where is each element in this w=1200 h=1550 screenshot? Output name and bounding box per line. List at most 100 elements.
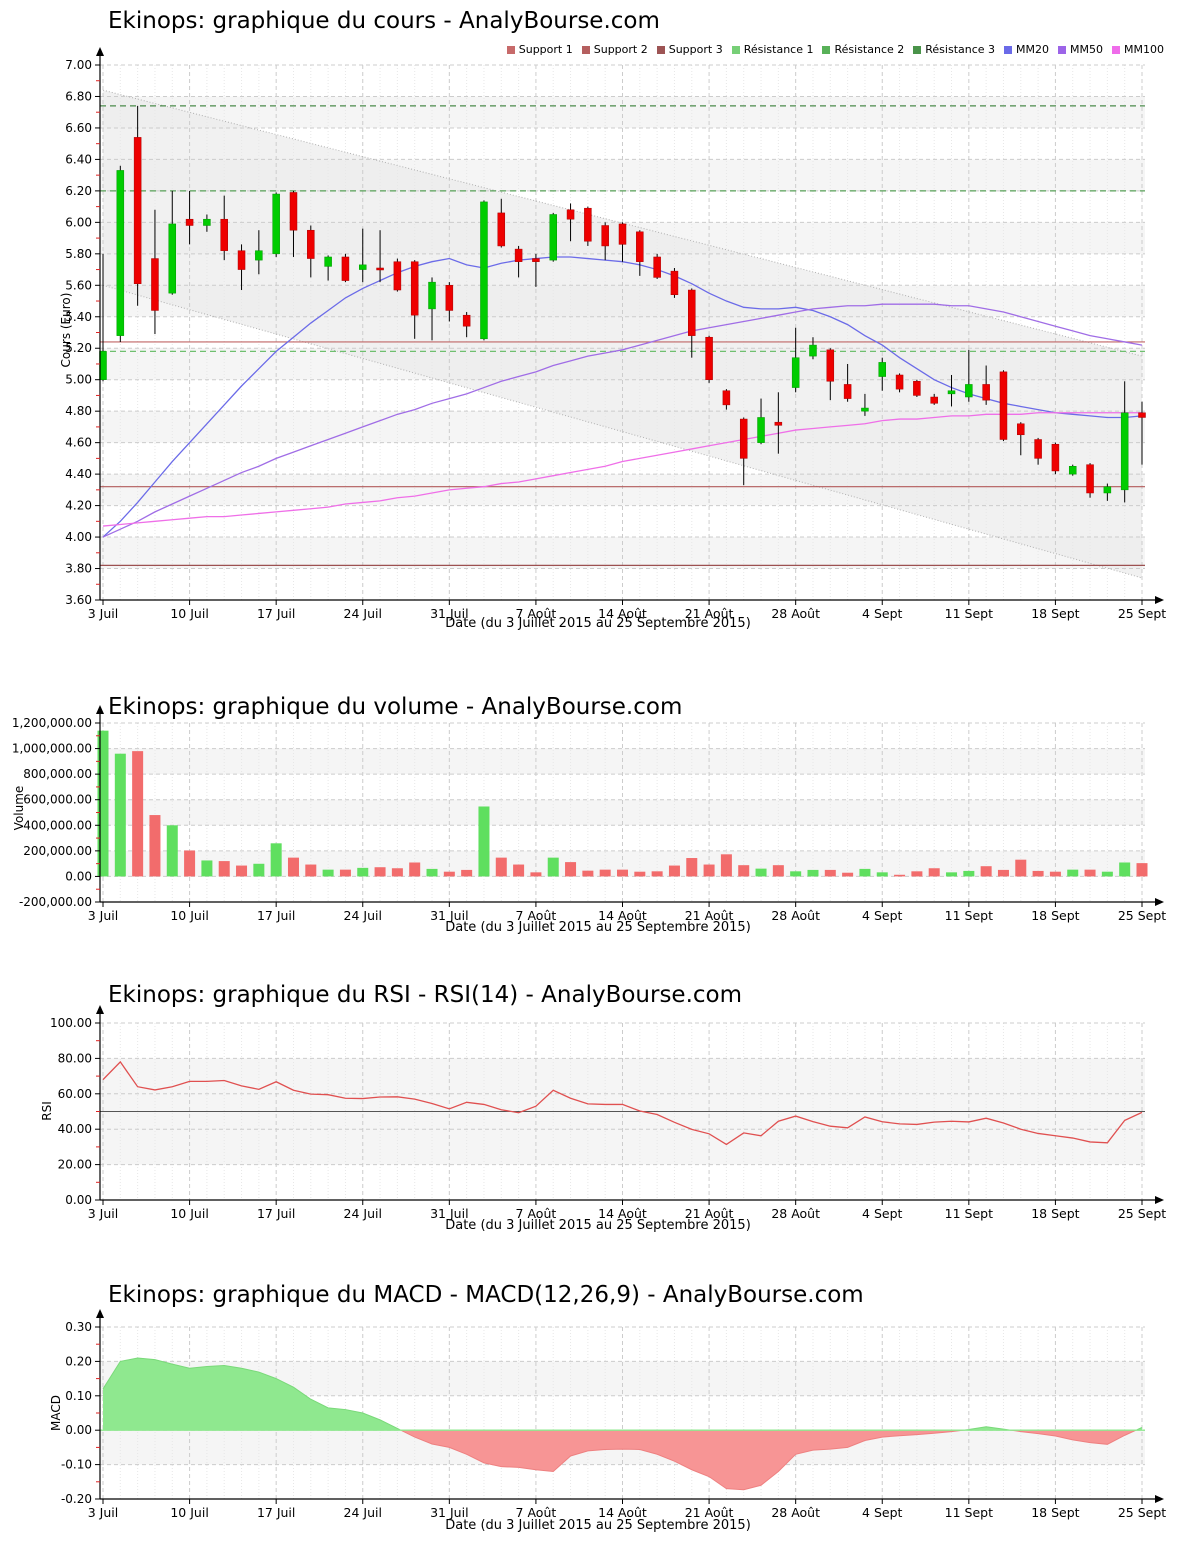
svg-text:28 Août: 28 Août [771, 1206, 820, 1221]
legend-item: Support 2 [581, 43, 648, 56]
svg-text:25 Sept: 25 Sept [1118, 1505, 1166, 1520]
macd-chart-section: -0.20 -0.10 0.00 0.10 0.20 0.30 3 Juil 10 Juil 1… [0, 1250, 1200, 1550]
svg-text:5.40: 5.40 [65, 310, 92, 324]
rsi-y-axis-label: RSI [40, 1101, 54, 1121]
svg-text:3 Juil: 3 Juil [88, 1206, 118, 1221]
macd-chart-title: Ekinops: graphique du MACD - MACD(12,26,… [108, 1282, 864, 1308]
svg-text:21 Août: 21 Août [685, 908, 734, 923]
legend-item: MM20 [1004, 43, 1049, 56]
svg-text:800,000.00: 800,000.00 [23, 767, 92, 781]
legend-label: Support 3 [668, 43, 723, 56]
svg-text:-0.10: -0.10 [61, 1458, 92, 1472]
legend-swatch-icon [731, 45, 740, 54]
svg-text:10 Juil: 10 Juil [170, 606, 208, 621]
macd-chart-canvas: -0.20 -0.10 0.00 0.10 0.20 0.30 3 Juil 10 Juil 1… [61, 1309, 1166, 1520]
legend-label: MM100 [1124, 43, 1164, 56]
svg-text:17 Juil: 17 Juil [257, 1206, 295, 1221]
price-chart-section: 3.60 3.80 4.00 4.20 4.40 4.60 4.80 5.00 5.20 5.40… [0, 0, 1200, 660]
volume-chart-section: -200,000.00 0.00 200,000.00 400,000.00 600,0… [0, 660, 1200, 950]
svg-text:80.00: 80.00 [58, 1051, 92, 1065]
svg-text:21 Août: 21 Août [685, 1206, 734, 1221]
rsi-x-axis-caption: Date (du 3 Juillet 2015 au 25 Septembre … [445, 1218, 751, 1233]
svg-text:31 Juil: 31 Juil [430, 1505, 468, 1520]
legend-label: MM50 [1070, 43, 1104, 56]
price-y-axis-label: Cours (Euro) [59, 292, 73, 368]
svg-text:14 Août: 14 Août [598, 908, 647, 923]
legend-item: Résistance 1 [731, 43, 813, 56]
svg-text:0.20: 0.20 [65, 1354, 92, 1368]
macd-x-axis-caption: Date (du 3 Juillet 2015 au 25 Septembre … [445, 1518, 751, 1533]
svg-text:14 Août: 14 Août [598, 1505, 647, 1520]
svg-text:31 Juil: 31 Juil [430, 606, 468, 621]
svg-text:-200,000.00: -200,000.00 [19, 895, 92, 909]
svg-text:28 Août: 28 Août [771, 1505, 820, 1520]
svg-text:5.60: 5.60 [65, 278, 92, 292]
svg-text:1,200,000.00: 1,200,000.00 [12, 716, 92, 730]
svg-text:28 Août: 28 Août [771, 908, 820, 923]
svg-text:31 Juil: 31 Juil [430, 1206, 468, 1221]
legend-item: Support 1 [506, 43, 573, 56]
svg-text:4 Sept: 4 Sept [862, 1206, 902, 1221]
svg-text:7 Août: 7 Août [516, 1206, 557, 1221]
legend-item: Résistance 2 [822, 43, 904, 56]
svg-text:200,000.00: 200,000.00 [23, 844, 92, 858]
legend-item: Support 3 [656, 43, 723, 56]
macd-y-axis-label: MACD [49, 1395, 63, 1431]
legend-label: Support 2 [593, 43, 648, 56]
svg-text:7.00: 7.00 [65, 58, 92, 72]
volume-y-axis-label: Volume [12, 785, 26, 831]
svg-text:0.10: 0.10 [65, 1389, 92, 1403]
svg-text:7 Août: 7 Août [516, 1505, 557, 1520]
svg-text:25 Sept: 25 Sept [1118, 1206, 1166, 1221]
legend-label: Résistance 3 [925, 43, 996, 56]
legend-swatch-icon [822, 45, 831, 54]
legend-label: Support 1 [518, 43, 573, 56]
legend-swatch-icon [1058, 45, 1067, 54]
rsi-chart-canvas: 0.00 20.00 40.00 60.00 80.00 100.00 3 Juil 10 J… [50, 1005, 1166, 1221]
legend-swatch-icon [506, 45, 515, 54]
price-chart-legend: Support 1 Support 2 Support 3 Résistance 1 R… [506, 43, 1164, 56]
rsi-chart-section: 0.00 20.00 40.00 60.00 80.00 100.00 3 Juil 10 J… [0, 950, 1200, 1250]
rsi-chart-title: Ekinops: graphique du RSI - RSI(14) - An… [108, 982, 743, 1008]
svg-text:10 Juil: 10 Juil [170, 1206, 208, 1221]
svg-text:10 Juil: 10 Juil [170, 1505, 208, 1520]
svg-text:25 Sept: 25 Sept [1118, 606, 1166, 621]
legend-swatch-icon [1004, 45, 1013, 54]
svg-text:14 Août: 14 Août [598, 606, 647, 621]
svg-text:3.80: 3.80 [65, 562, 92, 576]
svg-text:4 Sept: 4 Sept [862, 606, 902, 621]
legend-swatch-icon [1112, 45, 1121, 54]
price-chart-title: Ekinops: graphique du cours - AnalyBours… [108, 8, 660, 34]
svg-text:1,000,000.00: 1,000,000.00 [12, 742, 92, 756]
volume-chart-canvas: -200,000.00 0.00 200,000.00 400,000.00 600,0… [12, 705, 1166, 923]
svg-text:10 Juil: 10 Juil [170, 908, 208, 923]
svg-text:0.00: 0.00 [65, 869, 92, 883]
svg-text:-0.20: -0.20 [61, 1492, 92, 1506]
svg-text:28 Août: 28 Août [771, 606, 820, 621]
svg-text:24 Juil: 24 Juil [344, 908, 382, 923]
svg-text:11 Sept: 11 Sept [945, 908, 993, 923]
svg-text:11 Sept: 11 Sept [945, 606, 993, 621]
svg-text:18 Sept: 18 Sept [1031, 1206, 1079, 1221]
svg-text:4.00: 4.00 [65, 530, 92, 544]
svg-text:4.60: 4.60 [65, 436, 92, 450]
svg-text:18 Sept: 18 Sept [1031, 1505, 1079, 1520]
svg-text:18 Sept: 18 Sept [1031, 606, 1079, 621]
legend-item: MM50 [1058, 43, 1103, 56]
svg-text:6.80: 6.80 [65, 89, 92, 103]
legend-label: MM20 [1016, 43, 1050, 56]
svg-text:17 Juil: 17 Juil [257, 908, 295, 923]
svg-text:24 Juil: 24 Juil [344, 1206, 382, 1221]
svg-text:3 Juil: 3 Juil [88, 606, 118, 621]
legend-swatch-icon [581, 45, 590, 54]
legend-swatch-icon [913, 45, 922, 54]
svg-text:5.20: 5.20 [65, 341, 92, 355]
svg-text:5.00: 5.00 [65, 373, 92, 387]
svg-text:6.20: 6.20 [65, 184, 92, 198]
svg-text:11 Sept: 11 Sept [945, 1505, 993, 1520]
svg-text:18 Sept: 18 Sept [1031, 908, 1079, 923]
legend-label: Résistance 2 [834, 43, 905, 56]
legend-item: Résistance 3 [913, 43, 995, 56]
legend-swatch-icon [656, 45, 665, 54]
